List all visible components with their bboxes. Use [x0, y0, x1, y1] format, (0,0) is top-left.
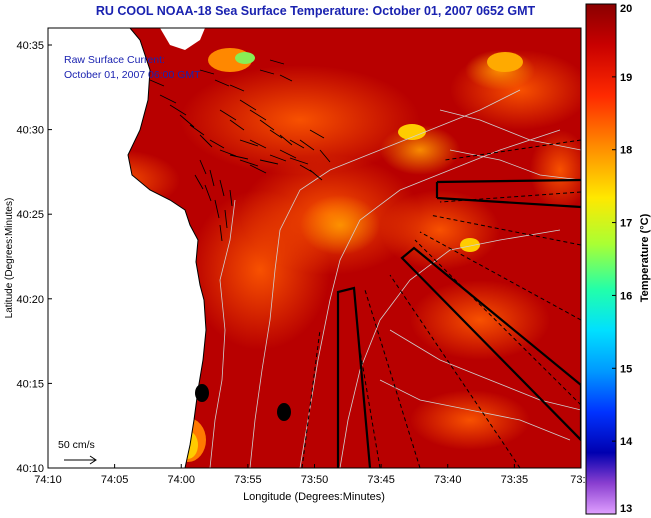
colorbar-tick-label: 19 [620, 72, 632, 84]
land-north [160, 28, 205, 50]
y-tick-label: 40:20 [16, 294, 44, 306]
colorbar-tick-label: 20 [620, 3, 632, 15]
legend-line-1: Raw Surface Current: [64, 54, 165, 66]
surface-current-vectors [149, 59, 331, 242]
x-tick-label: 73:35 [501, 474, 529, 486]
colorbar-tick-label: 14 [620, 436, 633, 448]
sampling-boxes [336, 178, 581, 468]
colorbar-tick-label: 13 [620, 503, 632, 515]
x-tick-label: 73:40 [434, 474, 462, 486]
coastline [127, 28, 207, 468]
y-axis-label: Latitude (Degrees:Minutes) [4, 198, 15, 319]
y-tick-label: 40:15 [16, 378, 44, 390]
scale-arrow [64, 455, 97, 465]
colorbar-tick-label: 17 [620, 218, 632, 230]
x-tick-label: 74:00 [167, 474, 195, 486]
sst-field [48, 28, 581, 468]
bathymetry-contours [209, 89, 581, 468]
x-tick-label: 73:50 [301, 474, 329, 486]
y-axis-ticks: 40:35 40:30 40:25 40:20 40:15 40:10 [16, 40, 52, 475]
colorbar-tick-label: 16 [620, 290, 632, 302]
colorbar-label: Temperature (°C) [639, 213, 651, 302]
y-tick-label: 40:35 [16, 40, 44, 52]
y-tick-label: 40:25 [16, 209, 44, 221]
colorbar-tick-label: 15 [620, 363, 632, 375]
x-tick-label: 74:05 [101, 474, 129, 486]
x-axis-label: Longitude (Degrees:Minutes) [243, 491, 385, 503]
legend-line-2: October 01, 2007 06:00 GMT [64, 69, 201, 81]
x-tick-label: 73:45 [367, 474, 395, 486]
current-legend-box: Raw Surface Current: October 01, 2007 06… [64, 54, 201, 81]
scale-label: 50 cm/s [58, 439, 95, 451]
colorbar [585, 3, 617, 515]
x-axis-ticks: 74:10 74:05 74:00 73:55 73:50 73:45 73:40 73:35… [34, 464, 592, 486]
land-mass [48, 28, 206, 468]
island-marker [195, 384, 209, 402]
x-tick-label: 73:55 [234, 474, 262, 486]
island-marker [277, 403, 291, 421]
colorbar-ticks: 20 19 18 17 16 15 14 13 [612, 3, 633, 515]
map-title: RU COOL NOAA-18 Sea Surface Temperature:… [95, 4, 536, 18]
sampling-dashed-lines [301, 139, 581, 468]
colorbar-tick-label: 18 [620, 145, 632, 157]
x-tick-label: 74:10 [34, 474, 62, 486]
y-tick-label: 40:30 [16, 125, 44, 137]
y-tick-label: 40:10 [16, 463, 44, 475]
